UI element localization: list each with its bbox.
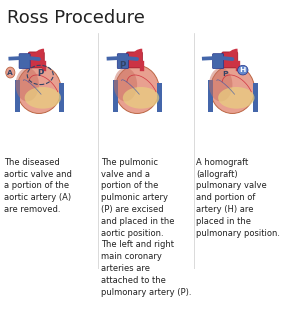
Text: A: A (8, 69, 13, 76)
Ellipse shape (218, 87, 254, 108)
Ellipse shape (16, 68, 39, 101)
Text: P: P (120, 61, 126, 70)
Ellipse shape (6, 67, 15, 78)
Text: H: H (240, 67, 246, 73)
Ellipse shape (238, 65, 248, 75)
FancyBboxPatch shape (117, 54, 128, 69)
Ellipse shape (115, 65, 159, 113)
FancyBboxPatch shape (28, 52, 44, 68)
Ellipse shape (209, 68, 232, 101)
Ellipse shape (17, 65, 61, 113)
Ellipse shape (25, 87, 61, 108)
Text: P: P (222, 71, 227, 77)
FancyBboxPatch shape (19, 54, 30, 69)
Text: The pulmonic
valve and a
portion of the
pulmonic artery
(P) are excised
and plac: The pulmonic valve and a portion of the … (101, 158, 191, 297)
Text: The diseased
aortic valve and
a portion of the
aortic artery (A)
are removed.: The diseased aortic valve and a portion … (4, 158, 72, 214)
FancyBboxPatch shape (222, 52, 238, 68)
Text: P: P (37, 69, 44, 78)
Text: A homograft
(allograft)
pulmonary valve
and portion of
artery (H) are
placed in : A homograft (allograft) pulmonary valve … (196, 158, 280, 238)
Ellipse shape (114, 68, 137, 101)
Ellipse shape (210, 65, 254, 113)
FancyBboxPatch shape (213, 54, 224, 69)
FancyBboxPatch shape (127, 52, 142, 68)
Ellipse shape (123, 87, 159, 108)
Text: Ross Procedure: Ross Procedure (7, 9, 145, 27)
